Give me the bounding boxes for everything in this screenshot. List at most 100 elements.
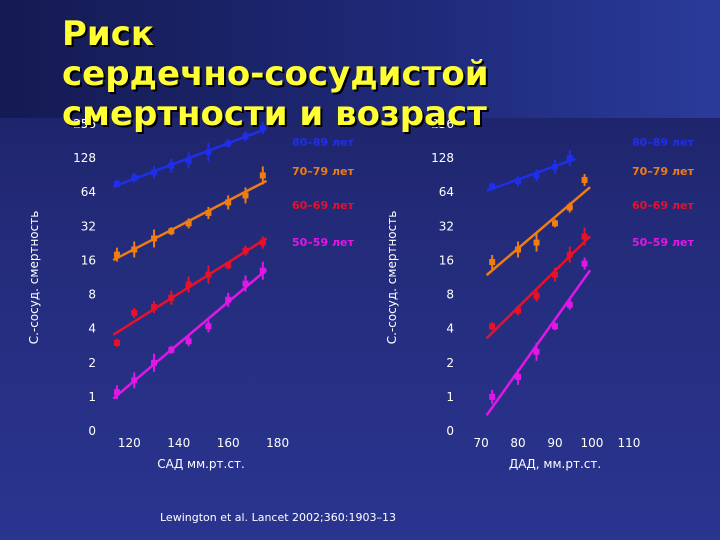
series-label: 60–69 лет (292, 199, 354, 212)
data-point (259, 125, 266, 132)
data-point (515, 246, 522, 253)
data-point (566, 251, 573, 258)
data-point (515, 307, 522, 314)
data-point (552, 163, 558, 170)
x-tick-label: 110 (617, 436, 640, 450)
data-point (533, 239, 540, 246)
data-point (552, 220, 558, 227)
data-point (131, 377, 138, 384)
y-tick-label: 256 (73, 117, 96, 131)
data-point (489, 323, 496, 330)
data-point (205, 209, 212, 216)
x-tick-label: 80 (510, 436, 525, 450)
sbp-chart: 0 1 2 4 8 16 32 64 128 256 120 140 160 180 САД мм.рт.с… (27, 117, 354, 471)
series-label: 50–59 лет (292, 236, 354, 249)
y-tick-label: 128 (431, 151, 454, 165)
series-label: 60–69 лет (632, 199, 694, 212)
y-tick-label: 16 (439, 253, 454, 267)
data-point (225, 199, 232, 206)
data-point (185, 157, 192, 164)
data-point (581, 177, 588, 184)
data-point (168, 228, 175, 235)
y-tick-label: 2 (446, 356, 454, 370)
trend-line (486, 157, 576, 193)
y-tick-label: 0 (88, 424, 96, 438)
x-tick-label: 160 (217, 436, 240, 450)
series-label: 80–89 лет (632, 136, 694, 149)
data-point (131, 309, 138, 316)
data-point (113, 389, 120, 396)
y-tick-label: 128 (73, 151, 96, 165)
trend-line (112, 268, 268, 400)
data-point (185, 281, 192, 288)
data-point (242, 247, 249, 254)
y-tick-label: 0 (446, 424, 454, 438)
data-point (259, 239, 266, 246)
data-point (185, 220, 192, 227)
data-point (581, 260, 588, 267)
data-point (168, 346, 175, 353)
data-point (566, 204, 573, 211)
data-point (225, 296, 232, 303)
data-point (533, 292, 540, 299)
data-point (205, 148, 212, 155)
series-label: 70–79 лет (632, 165, 694, 178)
x-tick-label: 70 (473, 436, 488, 450)
data-point (242, 133, 249, 140)
y-tick-label: 4 (446, 322, 454, 336)
data-point (533, 348, 540, 355)
data-point (131, 174, 138, 181)
data-point (168, 162, 175, 169)
y-axis-label: С.-сосуд. смертность (385, 211, 399, 345)
data-point (151, 235, 158, 242)
y-tick-label: 32 (439, 219, 454, 233)
title-bar (0, 0, 720, 118)
data-point (225, 262, 232, 269)
data-point (168, 294, 175, 301)
data-point (259, 172, 266, 179)
dbp-chart: 0 1 2 4 8 16 32 64 128 256 70 80 90 100 110 ДАД, мм.рт.… (385, 117, 694, 471)
x-tick-label: 180 (266, 436, 289, 450)
data-point (113, 180, 120, 187)
series-label: 50–59 лет (632, 236, 694, 249)
slide-title: Риск сердечно-сосудистой смертности и во… (62, 14, 489, 134)
data-point (566, 155, 573, 162)
series-label: 80–89 лет (292, 136, 354, 149)
y-tick-label: 8 (446, 288, 454, 302)
trend-line (485, 235, 591, 340)
y-tick-label: 16 (81, 253, 96, 267)
y-tick-label: 256 (431, 117, 454, 131)
y-tick-label: 64 (439, 185, 454, 199)
y-tick-label: 32 (81, 219, 96, 233)
data-point (581, 233, 588, 240)
title-line: смертности и возраст (62, 94, 487, 134)
y-tick-label: 8 (88, 288, 96, 302)
trend-line (485, 186, 591, 277)
data-point (151, 304, 158, 311)
x-tick-label: 140 (167, 436, 190, 450)
x-tick-label: 90 (547, 436, 562, 450)
x-tick-label: 100 (581, 436, 604, 450)
data-point (242, 280, 249, 287)
title-line: Риск (62, 14, 154, 54)
data-point (533, 172, 540, 179)
data-point (566, 301, 573, 308)
y-tick-label: 1 (446, 390, 454, 404)
data-point (552, 271, 558, 278)
data-point (552, 323, 558, 330)
x-axis-label: САД мм.рт.ст. (157, 457, 245, 471)
citation: Lewington et al. Lancet 2002;360:1903–13 (160, 511, 396, 524)
data-point (131, 246, 138, 253)
data-point (225, 140, 232, 147)
data-point (489, 393, 496, 400)
y-tick-label: 2 (88, 356, 96, 370)
y-tick-label: 4 (88, 322, 96, 336)
y-tick-label: 64 (81, 185, 96, 199)
data-point (205, 323, 212, 330)
x-axis-label: ДАД, мм.рт.ст. (509, 457, 601, 471)
data-point (205, 271, 212, 278)
data-point (259, 267, 266, 274)
series-label: 70–79 лет (292, 165, 354, 178)
data-point (113, 339, 120, 346)
data-point (515, 373, 522, 380)
